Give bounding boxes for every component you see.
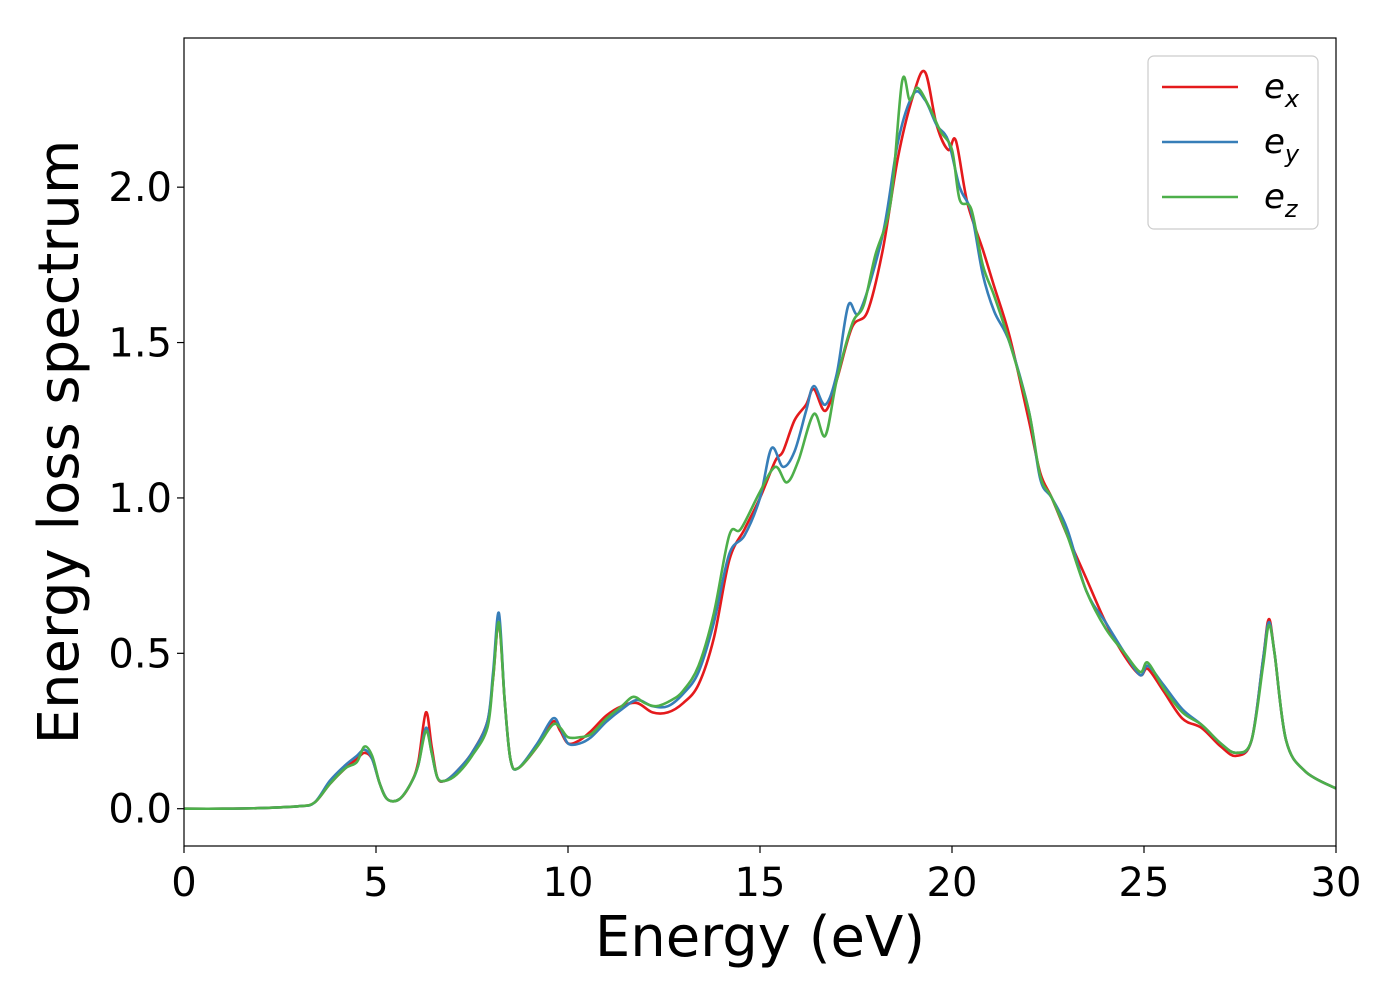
- y-tick-label: 1.5: [108, 321, 172, 367]
- x-tick-label: 25: [1119, 860, 1170, 906]
- series-line-e-z: [184, 75, 1336, 811]
- y-tick-label: 0.0: [108, 787, 172, 833]
- y-axis-label: Energy loss spectrum: [27, 140, 92, 745]
- x-axis-label: Energy (eV): [595, 905, 925, 970]
- x-axis-ticks: 0 5 10 15 20 25 30: [171, 846, 1361, 906]
- y-tick-label: 0.5: [108, 631, 172, 677]
- y-tick-label: 2.0: [108, 165, 172, 211]
- legend-label-y: ey: [1264, 122, 1300, 168]
- x-tick-label: 5: [363, 860, 388, 906]
- x-tick-label: 10: [543, 860, 594, 906]
- series-layer: [184, 69, 1336, 811]
- y-axis-ticks: 0.0 0.5 1.0 1.5 2.0: [108, 165, 184, 833]
- x-tick-label: 15: [735, 860, 786, 906]
- legend-label-x: ex: [1264, 67, 1300, 113]
- x-tick-label: 0: [171, 860, 196, 906]
- y-tick-label: 1.0: [108, 476, 172, 522]
- x-tick-label: 30: [1311, 860, 1362, 906]
- x-tick-label: 20: [927, 860, 978, 906]
